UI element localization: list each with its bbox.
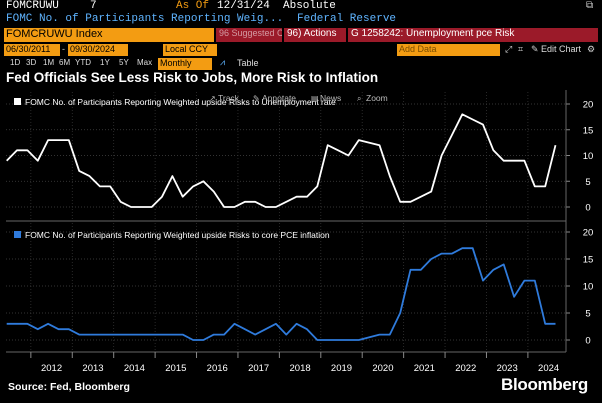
x-tick-label: 2022 [455, 363, 476, 374]
x-tick-label: 2023 [497, 363, 518, 374]
chart-name-box[interactable]: G 1258242: Unemployment pce Risk [348, 28, 598, 42]
table-button[interactable]: Table [237, 58, 259, 68]
range-6m[interactable]: 6M [59, 58, 71, 67]
series-line [6, 247, 556, 341]
x-tick-label: 2019 [331, 363, 352, 374]
range-ytd[interactable]: YTD [75, 58, 91, 67]
legend-swatch [14, 98, 21, 105]
add-data-field[interactable]: Add Data [397, 44, 500, 56]
x-tick-label: 2014 [124, 363, 145, 374]
y-tick-label: 0 [585, 336, 590, 347]
legend-swatch [14, 231, 21, 238]
currency-select[interactable]: Local CCY [163, 44, 217, 56]
index-box[interactable]: FOMCRUWU Index [4, 28, 214, 42]
range-5y[interactable]: 5Y [119, 58, 129, 67]
toolbar-news[interactable]: News [320, 93, 341, 103]
absolute-label: Absolute [283, 0, 336, 12]
as-of-date[interactable]: 12/31/24 [217, 0, 270, 12]
y-tick-label: 20 [583, 228, 594, 239]
y-tick-label: 20 [583, 100, 594, 111]
toolbar-icon-zoom[interactable]: ⌕ [357, 94, 361, 103]
toolbar-track[interactable]: Track [218, 93, 240, 103]
x-tick-label: 2013 [82, 363, 103, 374]
chart-gear-icon[interactable]: ⚙ [587, 44, 596, 54]
toolbar-icon-annotate[interactable]: ✎ [253, 94, 260, 103]
source-name: Federal Reserve [297, 13, 397, 25]
description-bar: FOMC No. of Participants Reporting Weig.… [0, 13, 602, 27]
popout-icon[interactable]: ⧉ [586, 1, 594, 12]
x-tick-label: 2021 [414, 363, 435, 374]
series-line [6, 113, 557, 208]
source-note: Source: Fed, Bloomberg [8, 381, 130, 393]
x-tick-label: 2012 [41, 363, 62, 374]
line-chart-icon[interactable]: ⩘ [220, 57, 226, 67]
date-controls: 06/30/2011 - 09/30/2024 Local CCY Add Da… [0, 44, 602, 56]
x-tick-label: 2018 [290, 363, 311, 374]
range-controls: 1D 3D 1M 6M YTD 1Y 5Y Max Monthly ⩘ Tabl… [0, 57, 602, 70]
y-tick-label: 10 [583, 282, 594, 293]
legend-label: FOMC No. of Participants Reporting Weigh… [25, 230, 330, 240]
x-axis: 2012 2013 2014 2015 2016 2017 2018 2019 2020 2021… [6, 90, 567, 374]
range-1y[interactable]: 1Y [100, 58, 110, 67]
chart-options-icon[interactable]: ⤢ [505, 44, 513, 54]
toolbar-icon-track[interactable]: ↗ [209, 94, 216, 103]
date-separator: - [62, 44, 65, 54]
chart-name-label: G 1258242: Unemployment pce Risk [351, 28, 515, 39]
frequency-label: Monthly [160, 58, 192, 68]
ticker: FOMCRUWU [6, 0, 59, 12]
y-tick-label: 5 [585, 177, 590, 188]
range-max[interactable]: Max [137, 58, 153, 67]
frequency-select[interactable]: Monthly [158, 58, 212, 70]
title-bar: FOMCRUWU 7 As Of 12/31/24 Absolute ⧉ [0, 0, 602, 13]
x-tick-label: 2016 [207, 363, 228, 374]
start-date-field[interactable]: 06/30/2011 [4, 44, 60, 56]
as-of-label: As Of [176, 0, 210, 12]
end-date-field[interactable]: 09/30/2024 [68, 44, 128, 56]
command-bar: FOMCRUWU Index 96 Suggested Charts 96) A… [0, 28, 602, 42]
suggested-charts-button[interactable]: 96 Suggested Charts [216, 28, 282, 42]
x-tick-label: 2024 [538, 363, 559, 374]
toolbar-annotate[interactable]: Annotate [262, 93, 296, 103]
page-number: 7 [90, 0, 97, 12]
toolbar-zoom[interactable]: Zoom [366, 93, 388, 103]
upper-panel: 0 5 10 15 20 FOMC No. of Participants Reporti… [6, 92, 593, 219]
range-3d[interactable]: 3D [26, 58, 37, 67]
headline: Fed Officials See Less Risk to Jobs, Mor… [6, 70, 379, 85]
y-tick-label: 5 [585, 309, 590, 320]
chart-settings-icon[interactable]: ⌗ [518, 44, 524, 54]
x-tick-label: 2017 [248, 363, 269, 374]
y-tick-label: 15 [583, 255, 594, 266]
lower-panel: 0 5 10 15 20 FOMC No. of Participants Reporti… [6, 223, 593, 350]
y-tick-label: 0 [585, 203, 590, 214]
edit-chart-button[interactable]: Edit Chart [541, 44, 582, 54]
y-tick-label: 10 [583, 151, 594, 162]
range-1d[interactable]: 1D [10, 58, 21, 67]
series-description: FOMC No. of Participants Reporting Weig.… [6, 13, 284, 25]
x-tick-label: 2020 [372, 363, 393, 374]
range-1m[interactable]: 1M [43, 58, 55, 67]
legend-label: FOMC No. of Participants Reporting Weigh… [25, 97, 336, 107]
x-tick-label: 2015 [165, 363, 186, 374]
y-tick-label: 15 [583, 125, 594, 136]
edit-chart-icon[interactable]: ✎ [531, 44, 539, 54]
actions-button[interactable]: 96) Actions [284, 28, 346, 42]
bloomberg-logo: Bloomberg [500, 375, 588, 394]
toolbar-icon-news[interactable]: ▤ [311, 94, 319, 103]
